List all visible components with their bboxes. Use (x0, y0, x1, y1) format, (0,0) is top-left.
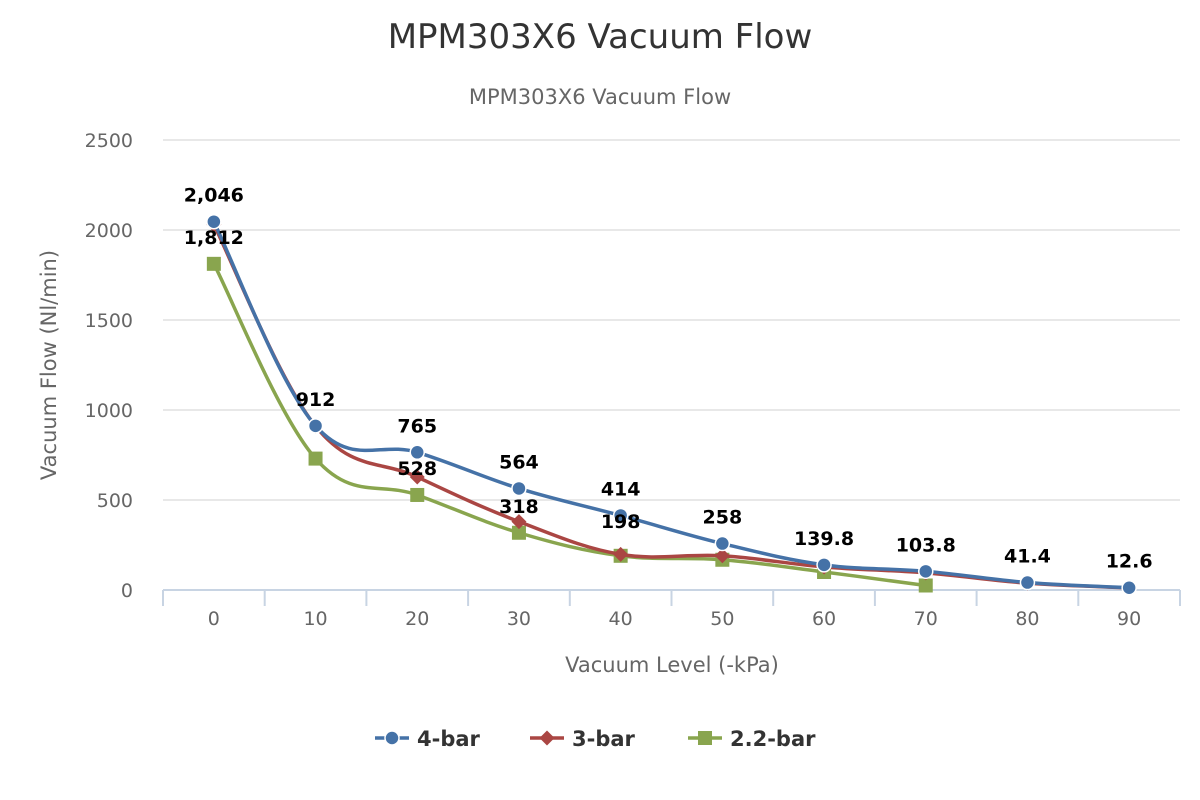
data-point-2.2-bar[interactable] (918, 578, 933, 593)
data-label-4-bar: 414 (601, 478, 641, 500)
data-labels: 2,046 912 765 564 414 258 139.8 103.8 41.4 12.6 1,… (184, 185, 1153, 573)
data-point-2.2-bar[interactable] (308, 451, 323, 466)
series-line-4-bar (212, 220, 1130, 590)
data-point-2.2-bar[interactable] (206, 256, 221, 271)
x-tick-label: 10 (303, 608, 327, 630)
data-label-4-bar: 765 (397, 415, 437, 437)
x-tick-label: 40 (609, 608, 633, 630)
legend-marker[interactable] (698, 731, 712, 745)
x-tick-label: 0 (208, 608, 220, 630)
data-label-4-bar: 258 (703, 507, 743, 529)
legend-marker[interactable] (539, 730, 555, 746)
series-group (206, 213, 1137, 596)
chart-title: MPM303X6 Vacuum Flow (388, 17, 813, 57)
data-point-4-bar[interactable] (206, 213, 222, 230)
data-label-4-bar: 103.8 (896, 534, 956, 556)
chart-subtitle: MPM303X6 Vacuum Flow (469, 85, 731, 109)
y-tick-label: 500 (97, 490, 133, 512)
series-4-bar (206, 213, 1137, 596)
legend-item-2.2-bar[interactable]: 2.2-bar (688, 727, 816, 751)
x-axis-title: Vacuum Level (-kPa) (565, 653, 779, 677)
series-2.2-bar (206, 256, 933, 593)
y-tick-label: 1000 (85, 400, 133, 422)
data-label-4-bar: 912 (296, 389, 336, 411)
legend-item-3-bar[interactable]: 3-bar (530, 727, 636, 751)
legend-item-4-bar[interactable]: 4-bar (375, 727, 481, 751)
y-tick-label: 2500 (85, 130, 133, 152)
y-tick-label: 0 (121, 580, 133, 602)
series-line-3-bar (212, 223, 1130, 590)
data-label-2.2-bar: 318 (499, 496, 539, 518)
x-tick-label: 80 (1015, 608, 1039, 630)
data-label-4-bar: 564 (499, 451, 539, 473)
series-3-bar (206, 217, 1137, 596)
data-label-2.2-bar: 198 (601, 511, 641, 533)
data-point-4-bar[interactable] (1121, 579, 1137, 596)
data-label-4-bar: 139.8 (794, 528, 854, 550)
data-point-4-bar[interactable] (714, 535, 731, 552)
data-point-3-bar[interactable] (613, 546, 629, 562)
data-point-3-bar[interactable] (409, 469, 425, 485)
data-point-4-bar[interactable] (918, 563, 934, 580)
legend-label: 2.2-bar (730, 727, 816, 751)
data-label-4-bar: 2,046 (184, 185, 244, 207)
legend-label: 4-bar (417, 727, 481, 751)
y-axis-title: Vacuum Flow (Nl/min) (37, 250, 61, 480)
data-label-4-bar: 12.6 (1106, 551, 1153, 573)
x-tick-label: 30 (507, 608, 531, 630)
y-tick-label: 2000 (85, 220, 133, 242)
data-label-4-bar: 41.4 (1004, 546, 1051, 568)
data-label-2.2-bar: 528 (397, 458, 437, 480)
data-point-4-bar[interactable] (612, 507, 629, 524)
x-tick-label: 60 (812, 608, 836, 630)
x-tick-label: 20 (405, 608, 429, 630)
x-tick-label: 70 (914, 608, 938, 630)
axes: 0 500 1000 1500 2000 2500 0 10 20 30 40 50 60 70 80 90 (85, 130, 1181, 630)
data-point-4-bar[interactable] (307, 418, 324, 434)
data-point-4-bar[interactable] (409, 444, 425, 461)
legend[interactable]: 4-bar 3-bar 2.2-bar (375, 727, 816, 751)
x-tick-label: 50 (710, 608, 734, 630)
data-point-4-bar[interactable] (816, 557, 832, 573)
grid-lines (163, 139, 1180, 501)
data-label-2.2-bar: 1,812 (184, 227, 244, 249)
y-tick-label: 1500 (85, 310, 133, 332)
data-point-3-bar[interactable] (714, 548, 730, 564)
data-point-4-bar[interactable] (1019, 574, 1036, 591)
x-tick-label: 90 (1117, 608, 1141, 630)
data-point-3-bar[interactable] (511, 514, 527, 530)
data-point-2.2-bar[interactable] (511, 525, 526, 540)
legend-label: 3-bar (572, 727, 636, 751)
data-point-4-bar[interactable] (511, 480, 527, 497)
data-point-2.2-bar[interactable] (410, 487, 425, 502)
legend-marker[interactable] (384, 730, 400, 746)
